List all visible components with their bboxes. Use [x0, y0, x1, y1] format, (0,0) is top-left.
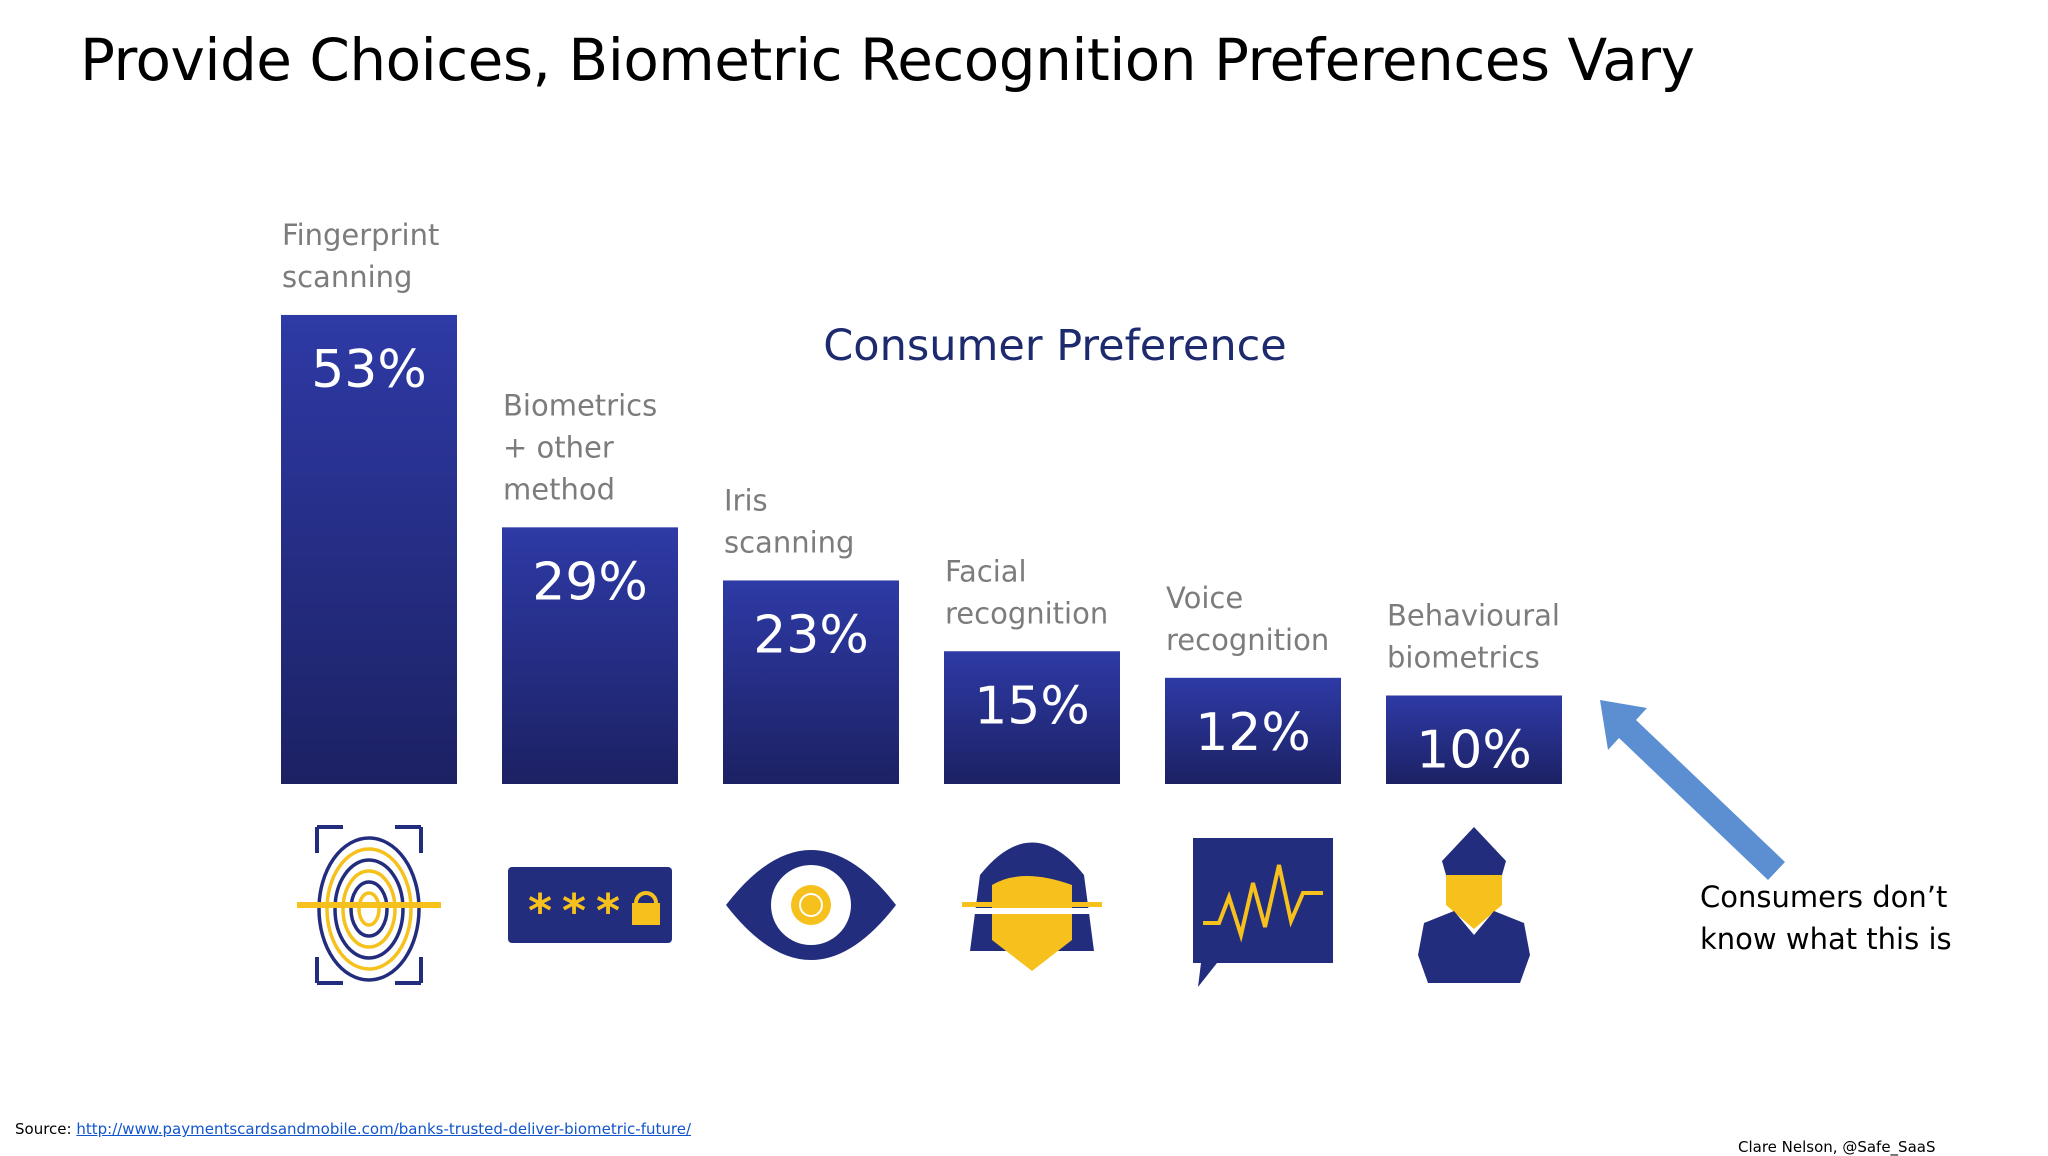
category-label: Behavioural [1387, 599, 1560, 633]
person-icon [1418, 827, 1530, 983]
bar-2 [723, 580, 899, 784]
bar-value-label: 29% [532, 552, 648, 612]
category-label: recognition [945, 596, 1108, 630]
bars-layer: 53% Fingerprint scanning 29% Biometrics + oth… [281, 218, 1562, 784]
page-title: Provide Choices, Biometric Recognition P… [80, 26, 1695, 94]
category-label: Facial [945, 554, 1027, 588]
bar-4 [1165, 677, 1341, 784]
source-link[interactable]: http://www.paymentscardsandmobile.com/ba… [76, 1120, 692, 1138]
annotation-arrow [1600, 700, 1785, 880]
bar-value-label: 12% [1195, 703, 1311, 763]
bar-chart: Consumer Preference 53% Fingerprint scanni… [281, 218, 1785, 987]
category-label: method [503, 472, 615, 506]
category-label: Fingerprint [282, 218, 439, 252]
svg-text:*: * [528, 884, 552, 938]
bar-value-label: 23% [753, 605, 869, 665]
bar-3 [944, 651, 1120, 784]
password-lock-icon: * * * [508, 867, 672, 943]
bar-0 [281, 314, 457, 784]
icons-layer: * * * [297, 825, 1530, 987]
annotation-text: Consumers don’t know what this is [1700, 880, 1952, 956]
category-label: + other [503, 430, 614, 464]
bar-1 [502, 527, 678, 784]
bar-value-label: 10% [1416, 721, 1532, 781]
bar-value-label: 53% [311, 340, 427, 400]
category-label: scanning [282, 260, 412, 294]
source-label: Source: [15, 1120, 72, 1138]
category-label: Voice [1166, 581, 1243, 615]
category-label: Biometrics [503, 388, 657, 422]
fingerprint-icon [297, 825, 441, 985]
source-line: Source: http://www.paymentscardsandmobil… [15, 1120, 691, 1138]
category-label: recognition [1166, 623, 1329, 657]
category-label: Iris [724, 483, 768, 517]
eye-icon [726, 850, 896, 960]
face-scan-icon [956, 842, 1108, 971]
bar-value-label: 15% [974, 676, 1090, 736]
category-label: biometrics [1387, 641, 1540, 675]
author-credit: Clare Nelson, @Safe_SaaS [1738, 1138, 1936, 1156]
chart-subtitle: Consumer Preference [823, 321, 1286, 371]
svg-text:*: * [596, 884, 620, 938]
svg-text:*: * [562, 884, 586, 938]
bar-5 [1386, 695, 1562, 784]
voice-wave-icon [1193, 838, 1333, 987]
category-label: scanning [724, 525, 854, 559]
